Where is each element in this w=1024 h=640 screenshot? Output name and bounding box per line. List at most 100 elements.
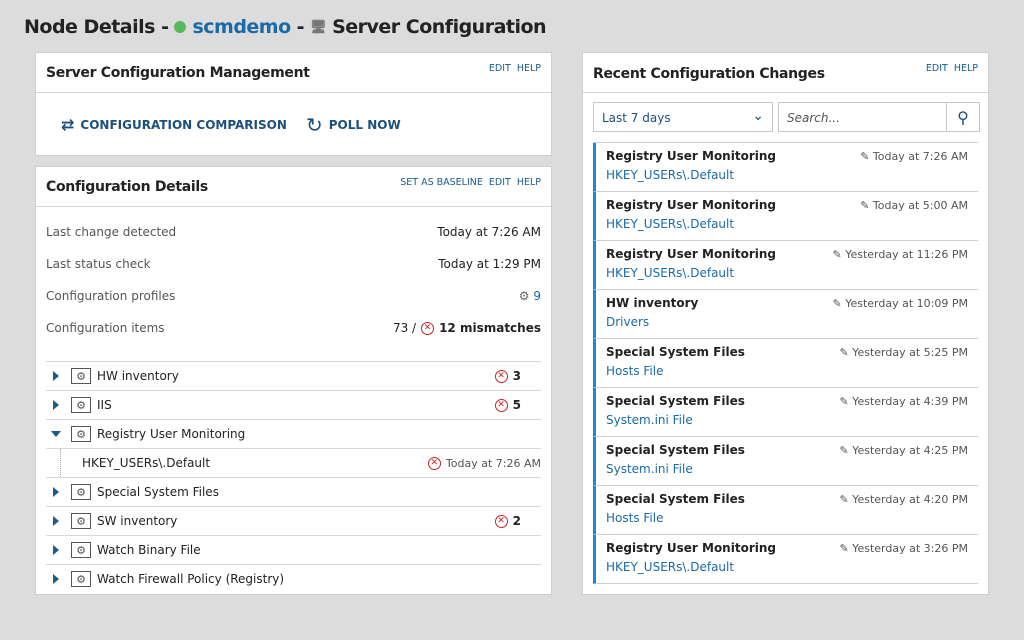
change-item[interactable]: Registry User Monitoring HKEY_USERs\.Defa… (593, 241, 978, 290)
change-item-link[interactable]: Hosts File (606, 364, 664, 378)
change-time: Yesterday at 4:39 PM (852, 395, 968, 408)
panel-title: Server Configuration Management (46, 65, 310, 81)
change-item-link[interactable]: HKEY_USERs\.Default (606, 266, 735, 280)
change-item[interactable]: Registry User Monitoring HKEY_USERs\.Defa… (593, 192, 978, 241)
label: Last status check (46, 257, 151, 271)
caret-right-icon[interactable] (53, 545, 59, 555)
poll-now-button[interactable]: ↻ POLL NOW (306, 113, 401, 137)
change-profile: Special System Files (606, 443, 745, 457)
config-details-panel: Configuration Details SET AS BASELINE EDI… (35, 166, 552, 595)
profile-gear-icon: ⚙ (71, 542, 91, 558)
change-profile: Registry User Monitoring (606, 247, 776, 261)
change-profile: Special System Files (606, 492, 745, 506)
caret-right-icon[interactable] (53, 574, 59, 584)
change-item-link[interactable]: Hosts File (606, 511, 664, 525)
refresh-icon: ↻ (306, 113, 323, 137)
last-status-row: Last status check Today at 1:29 PM (46, 257, 541, 271)
tree-row[interactable]: ⚙ Special System Files (46, 477, 541, 506)
change-item[interactable]: Special System Files System.ini File ✎ Yes… (593, 437, 978, 486)
edit-link[interactable]: EDIT (488, 177, 511, 188)
time-range-select[interactable]: Last 7 days ⌄ (593, 102, 773, 132)
change-item[interactable]: Registry User Monitoring HKEY_USERs\.Defa… (593, 535, 978, 584)
change-profile: Registry User Monitoring (606, 541, 776, 555)
edit-link[interactable]: EDIT (925, 63, 948, 74)
pencil-icon: ✎ (860, 150, 870, 163)
tree-row[interactable]: ⚙ HW inventory ✕ 3 (46, 361, 541, 390)
search-input[interactable]: Search... ⚲ (778, 102, 980, 132)
change-item[interactable]: Special System Files System.ini File ✎ Yes… (593, 388, 978, 437)
pencil-icon: ✎ (839, 444, 849, 457)
mismatch-icon: ✕ (421, 321, 435, 335)
tree-row[interactable]: ⚙ SW inventory ✕ 2 (46, 506, 541, 535)
help-link[interactable]: HELP (516, 63, 541, 74)
profiles-row: Configuration profiles ⚙ 9 (46, 289, 541, 303)
mismatches-link[interactable]: 12 mismatches (439, 321, 541, 335)
profile-name: Special System Files (97, 485, 219, 499)
profiles-link[interactable]: ⚙ 9 (519, 289, 541, 303)
mismatch-icon: ✕ (494, 514, 508, 528)
profile-name: Registry User Monitoring (97, 427, 246, 441)
help-link[interactable]: HELP (516, 177, 541, 188)
caret-right-icon[interactable] (53, 371, 59, 381)
help-link[interactable]: HELP (953, 63, 978, 74)
tree-row[interactable]: ⚙ Registry User Monitoring (46, 419, 541, 448)
change-item-link[interactable]: System.ini File (606, 462, 693, 476)
caret-right-icon[interactable] (53, 516, 59, 526)
profile-name: HW inventory (97, 369, 179, 383)
pencil-icon: ✎ (832, 248, 842, 261)
change-time: Yesterday at 4:20 PM (852, 493, 968, 506)
profile-name: Watch Binary File (97, 543, 201, 557)
tree-child-row[interactable]: HKEY_USERs\.Default ✕ Today at 7:26 AM (46, 448, 541, 477)
caret-right-icon[interactable] (53, 400, 59, 410)
mismatch-icon: ✕ (427, 456, 441, 470)
change-profile: HW inventory (606, 296, 699, 310)
configuration-comparison-button[interactable]: ⇄ CONFIGURATION COMPARISON (61, 115, 287, 134)
change-item[interactable]: Registry User Monitoring HKEY_USERs\.Defa… (593, 143, 978, 192)
caret-right-icon[interactable] (53, 487, 59, 497)
mismatch-count: 5 (512, 398, 521, 412)
recent-changes-panel: Recent Configuration Changes EDIT HELP La… (582, 52, 989, 595)
change-item[interactable]: Special System Files Hosts File ✎ Yesterda… (593, 486, 978, 535)
change-item-link[interactable]: System.ini File (606, 413, 693, 427)
edit-link[interactable]: EDIT (488, 63, 511, 74)
title-page: Server Configuration (332, 16, 547, 38)
change-item[interactable]: HW inventory Drivers ✎ Yesterday at 10:09 … (593, 290, 978, 339)
profile-gear-icon: ⚙ (71, 513, 91, 529)
profile-name: SW inventory (97, 514, 178, 528)
panel-title: Recent Configuration Changes (593, 66, 825, 82)
changes-list: Registry User Monitoring HKEY_USERs\.Defa… (593, 142, 978, 584)
profile-name: Watch Firewall Policy (Registry) (97, 572, 285, 586)
profile-gear-icon: ⚙ (71, 426, 91, 442)
server-icon: 🖥 (310, 19, 327, 35)
profile-name: IIS (97, 398, 112, 412)
profile-icon: ⚙ (518, 289, 530, 303)
pencil-icon: ✎ (860, 199, 870, 212)
change-item-link[interactable]: HKEY_USERs\.Default (606, 168, 735, 182)
change-item-link[interactable]: HKEY_USERs\.Default (606, 217, 735, 231)
set-baseline-link[interactable]: SET AS BASELINE (400, 177, 483, 188)
child-label: HKEY_USERs\.Default (82, 456, 211, 470)
compare-label: CONFIGURATION COMPARISON (80, 117, 287, 132)
status-up-icon (174, 21, 187, 33)
title-sep: - (296, 16, 305, 38)
change-time: Today at 7:26 AM (872, 150, 968, 163)
change-time: Yesterday at 11:26 PM (845, 248, 968, 261)
change-item[interactable]: Special System Files Hosts File ✎ Yesterda… (593, 339, 978, 388)
label: Last change detected (46, 225, 177, 239)
caret-down-icon[interactable] (51, 431, 61, 437)
node-link[interactable]: scmdemo (192, 16, 291, 38)
tree-row[interactable]: ⚙ IIS ✕ 5 (46, 390, 541, 419)
profile-gear-icon: ⚙ (71, 571, 91, 587)
tree-row[interactable]: ⚙ Watch Binary File (46, 535, 541, 564)
change-item-link[interactable]: Drivers (606, 315, 650, 329)
change-time: Yesterday at 3:26 PM (852, 542, 968, 555)
poll-label: POLL NOW (328, 118, 401, 132)
change-item-link[interactable]: HKEY_USERs\.Default (606, 560, 735, 574)
profile-gear-icon: ⚙ (71, 484, 91, 500)
tree-row[interactable]: ⚙ Watch Firewall Policy (Registry) (46, 564, 541, 593)
mismatch-icon: ✕ (494, 369, 508, 383)
mismatch-icon: ✕ (494, 398, 508, 412)
search-button[interactable]: ⚲ (946, 103, 979, 131)
last-change-row: Last change detected Today at 7:26 AM (46, 225, 541, 239)
scm-panel: Server Configuration Management EDIT HELP… (35, 52, 552, 156)
